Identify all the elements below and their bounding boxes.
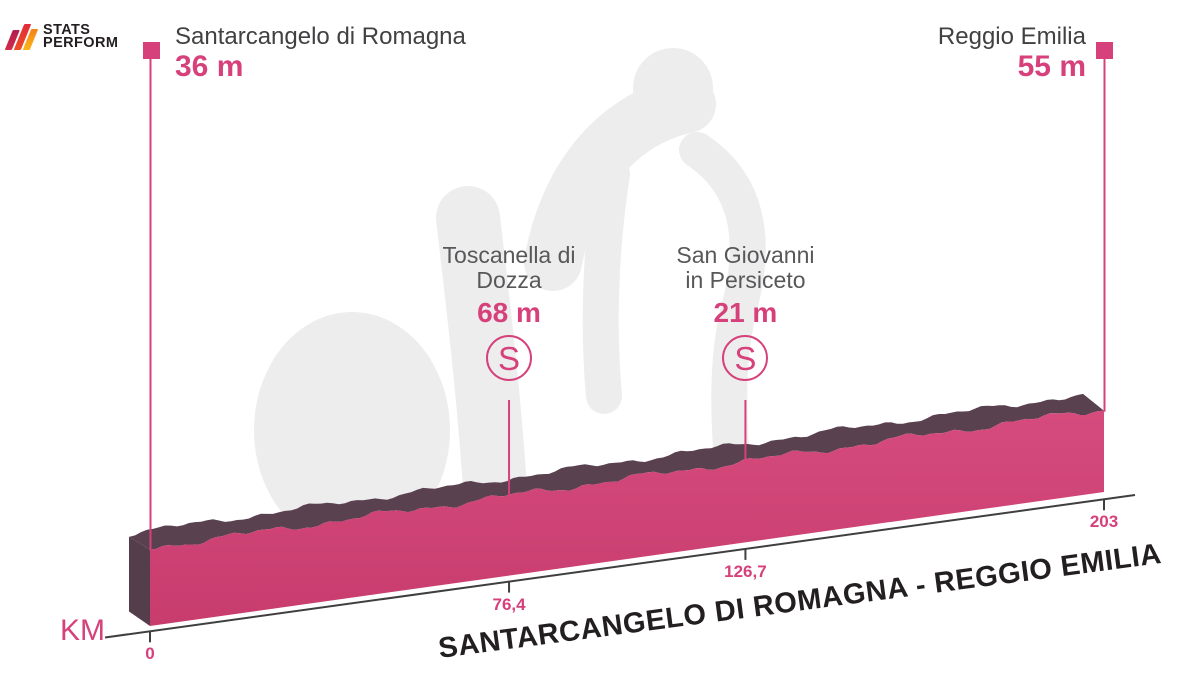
stage-profile-ribbon (104, 58, 1136, 643)
